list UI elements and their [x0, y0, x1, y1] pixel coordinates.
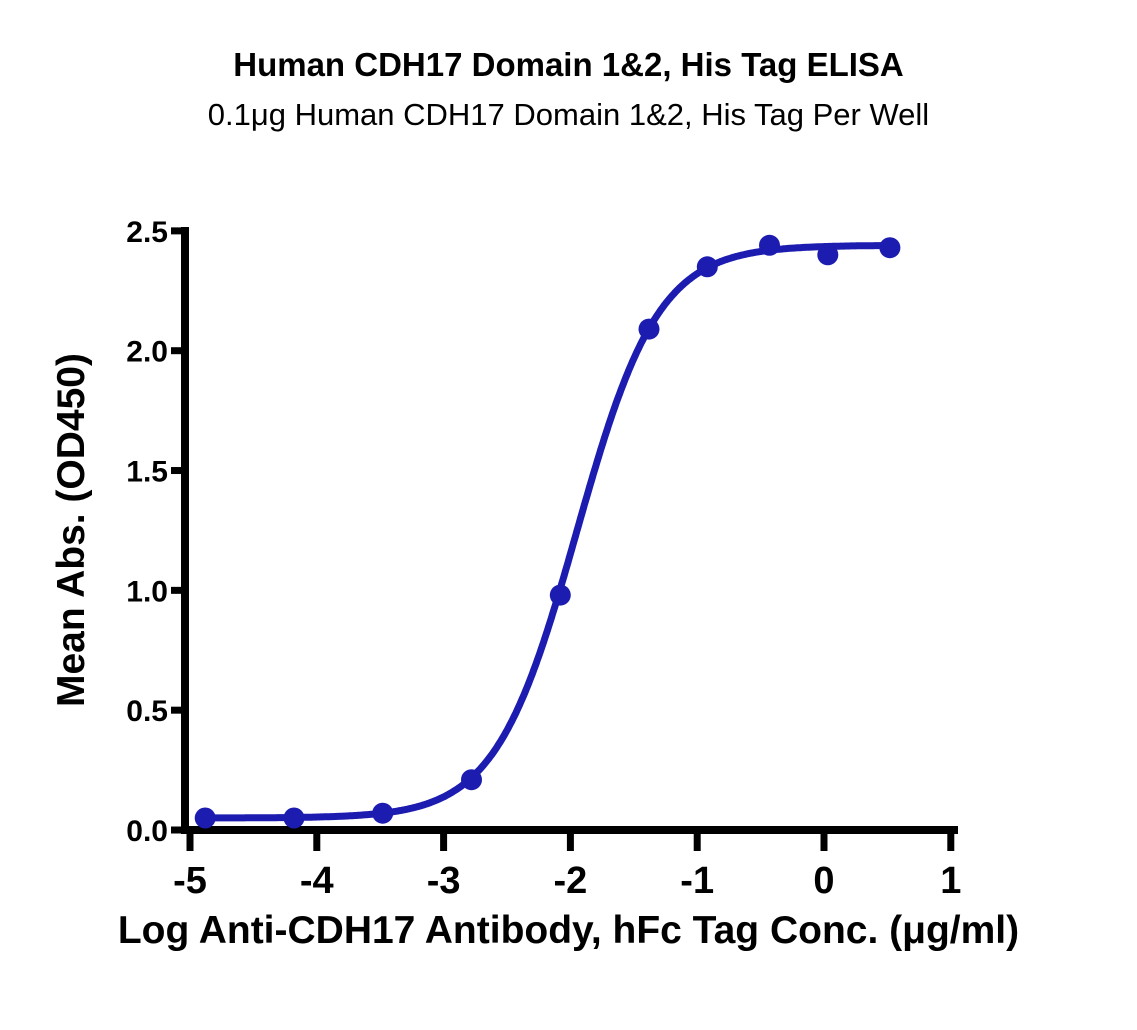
y-tick-label: 0.5 — [126, 695, 168, 728]
y-tick-label: 2.0 — [126, 336, 168, 369]
data-point — [372, 802, 394, 824]
data-point — [194, 807, 216, 829]
chart-subtitle: 0.1μg Human CDH17 Domain 1&2, His Tag Pe… — [207, 97, 930, 132]
y-tick-label: 0.0 — [126, 815, 168, 848]
x-tick-label: -3 — [427, 860, 461, 902]
data-point — [283, 807, 305, 829]
y-tick-label: 1.5 — [126, 456, 168, 489]
x-tick-label: -2 — [554, 860, 588, 902]
data-point — [461, 769, 482, 791]
data-point — [759, 234, 780, 256]
y-tick-label: 1.0 — [126, 575, 168, 608]
x-tick-label: 1 — [940, 860, 961, 902]
data-point — [549, 584, 571, 606]
x-tick-label: -1 — [680, 860, 714, 902]
y-tick-label: 2.5 — [126, 216, 168, 249]
data-point — [817, 244, 839, 266]
x-tick-label: 0 — [813, 860, 834, 902]
data-point — [638, 318, 660, 340]
plot-area: -5 -4 -3 -2 -1 0 1 0.0 0.5 1.0 1.5 2.0 2.5 — [126, 216, 961, 902]
chart-title: Human CDH17 Domain 1&2, His Tag ELISA — [233, 46, 904, 83]
data-point — [696, 256, 718, 278]
fit-curve — [201, 242, 894, 822]
x-tick-label: -4 — [300, 860, 334, 902]
x-axis-label: Log Anti-CDH17 Antibody, hFc Tag Conc. (… — [117, 909, 1020, 952]
x-tick-label: -5 — [173, 860, 207, 902]
data-point — [879, 237, 901, 259]
